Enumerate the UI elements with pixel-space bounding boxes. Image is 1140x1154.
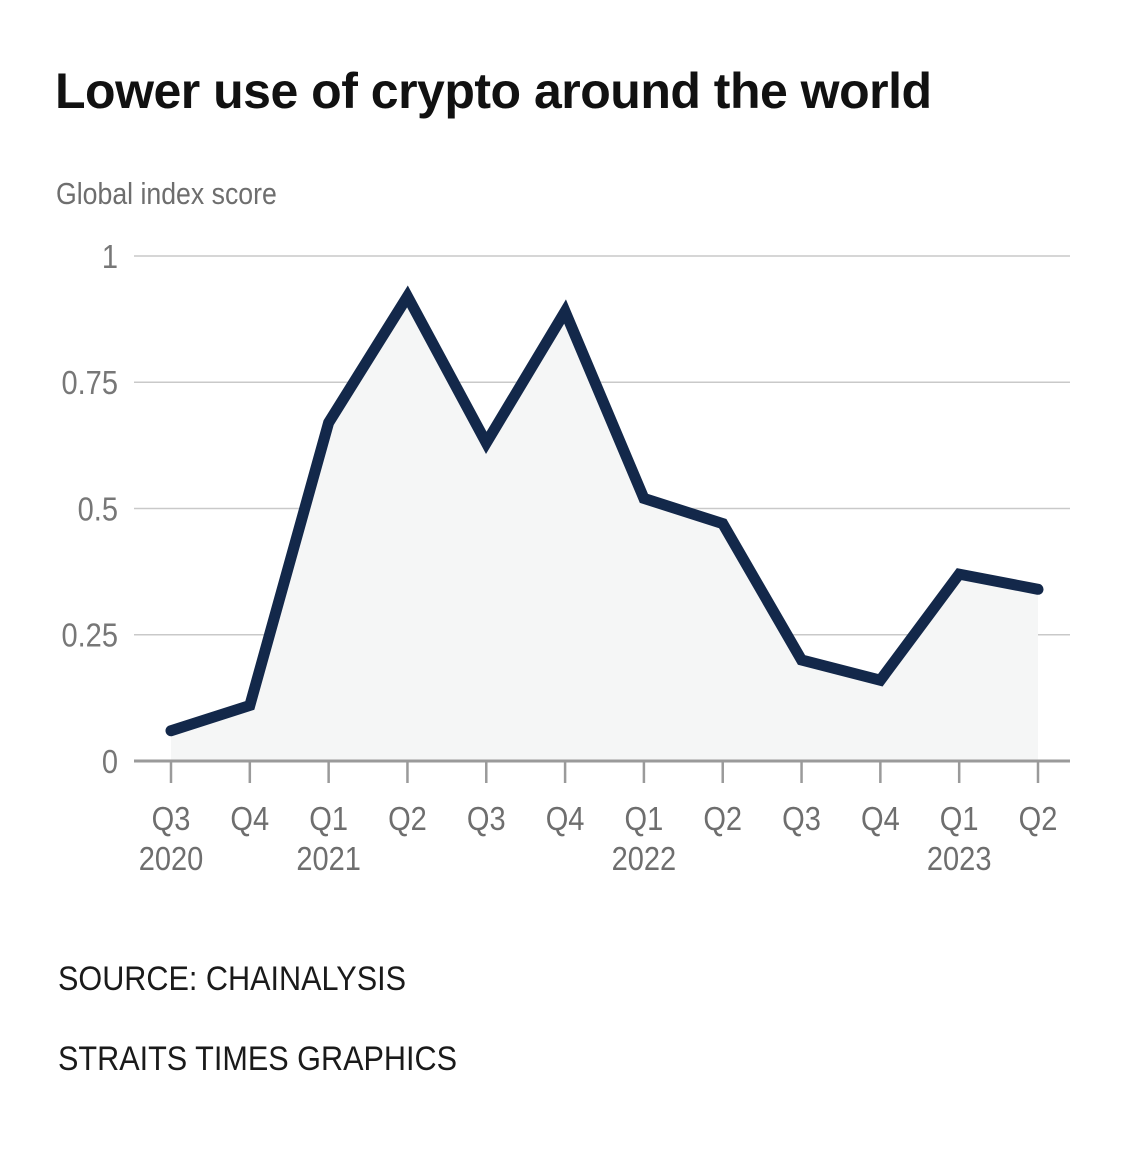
y-tick-label: 0.5 [78,491,118,528]
source-note: SOURCE: CHAINALYSIS [58,960,407,998]
y-tick-label: 1 [102,238,118,275]
x-tick-label-year: 2021 [296,840,361,877]
y-tick-label: 0.75 [61,365,118,402]
x-axis [134,759,1070,783]
x-tick-label-quarter: Q2 [388,800,427,837]
x-tick-label-year: 2020 [139,840,204,877]
y-tick-label: 0 [102,743,118,780]
series-line [165,285,1044,737]
x-tick-label-quarter: Q4 [861,800,900,837]
y-tick-label: 0.25 [61,617,118,654]
x-tick-label-year: 2022 [612,840,677,877]
series-line-layer [165,285,1044,737]
x-tick-label-year: 2023 [927,840,992,877]
x-tick-label-quarter: Q1 [625,800,664,837]
series-area-fill [171,296,1038,761]
x-tick-label-quarter: Q4 [230,800,269,837]
x-tick-label-quarter: Q3 [152,800,191,837]
area-fill-layer [171,296,1038,761]
chart-title: Lower use of crypto around the world [55,63,932,119]
x-tick-label-quarter: Q4 [546,800,585,837]
x-tick-label-quarter: Q1 [309,800,348,837]
x-tick-label-quarter: Q2 [703,800,742,837]
y-axis-label: Global index score [56,176,277,211]
x-tick-label-quarter: Q3 [782,800,821,837]
x-tick-label-quarter: Q2 [1019,800,1058,837]
x-tick-label-quarter: Q1 [940,800,979,837]
credit-note: STRAITS TIMES GRAPHICS [58,1040,457,1078]
x-tick-label-quarter: Q3 [467,800,506,837]
